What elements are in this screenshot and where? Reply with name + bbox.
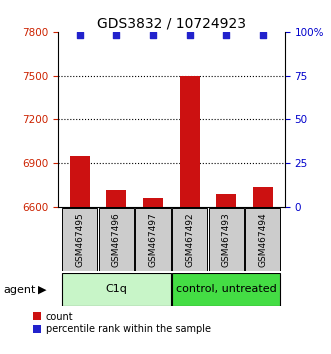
Point <box>187 32 192 38</box>
Text: ▶: ▶ <box>38 285 47 295</box>
Bar <box>216 194 236 207</box>
Point <box>150 32 156 38</box>
Point <box>77 32 82 38</box>
Legend: count, percentile rank within the sample: count, percentile rank within the sample <box>33 312 211 335</box>
Point <box>260 32 265 38</box>
Bar <box>70 156 90 207</box>
Bar <box>209 208 244 271</box>
Bar <box>99 208 134 271</box>
Bar <box>253 187 273 207</box>
Point <box>223 32 229 38</box>
Bar <box>106 190 126 207</box>
Bar <box>245 208 280 271</box>
Bar <box>62 273 170 306</box>
Bar <box>143 198 163 207</box>
Text: C1q: C1q <box>106 284 127 295</box>
Text: agent: agent <box>3 285 36 295</box>
Bar <box>172 273 280 306</box>
Text: control, untreated: control, untreated <box>176 284 276 295</box>
Bar <box>172 208 207 271</box>
Text: GSM467493: GSM467493 <box>222 212 231 267</box>
Text: GSM467494: GSM467494 <box>258 212 267 267</box>
Text: GSM467496: GSM467496 <box>112 212 121 267</box>
Bar <box>62 208 97 271</box>
Point <box>114 32 119 38</box>
Text: GSM467492: GSM467492 <box>185 212 194 267</box>
Text: GSM467495: GSM467495 <box>75 212 84 267</box>
Text: GSM467497: GSM467497 <box>149 212 158 267</box>
Bar <box>135 208 170 271</box>
Title: GDS3832 / 10724923: GDS3832 / 10724923 <box>97 17 246 31</box>
Bar <box>179 76 200 207</box>
